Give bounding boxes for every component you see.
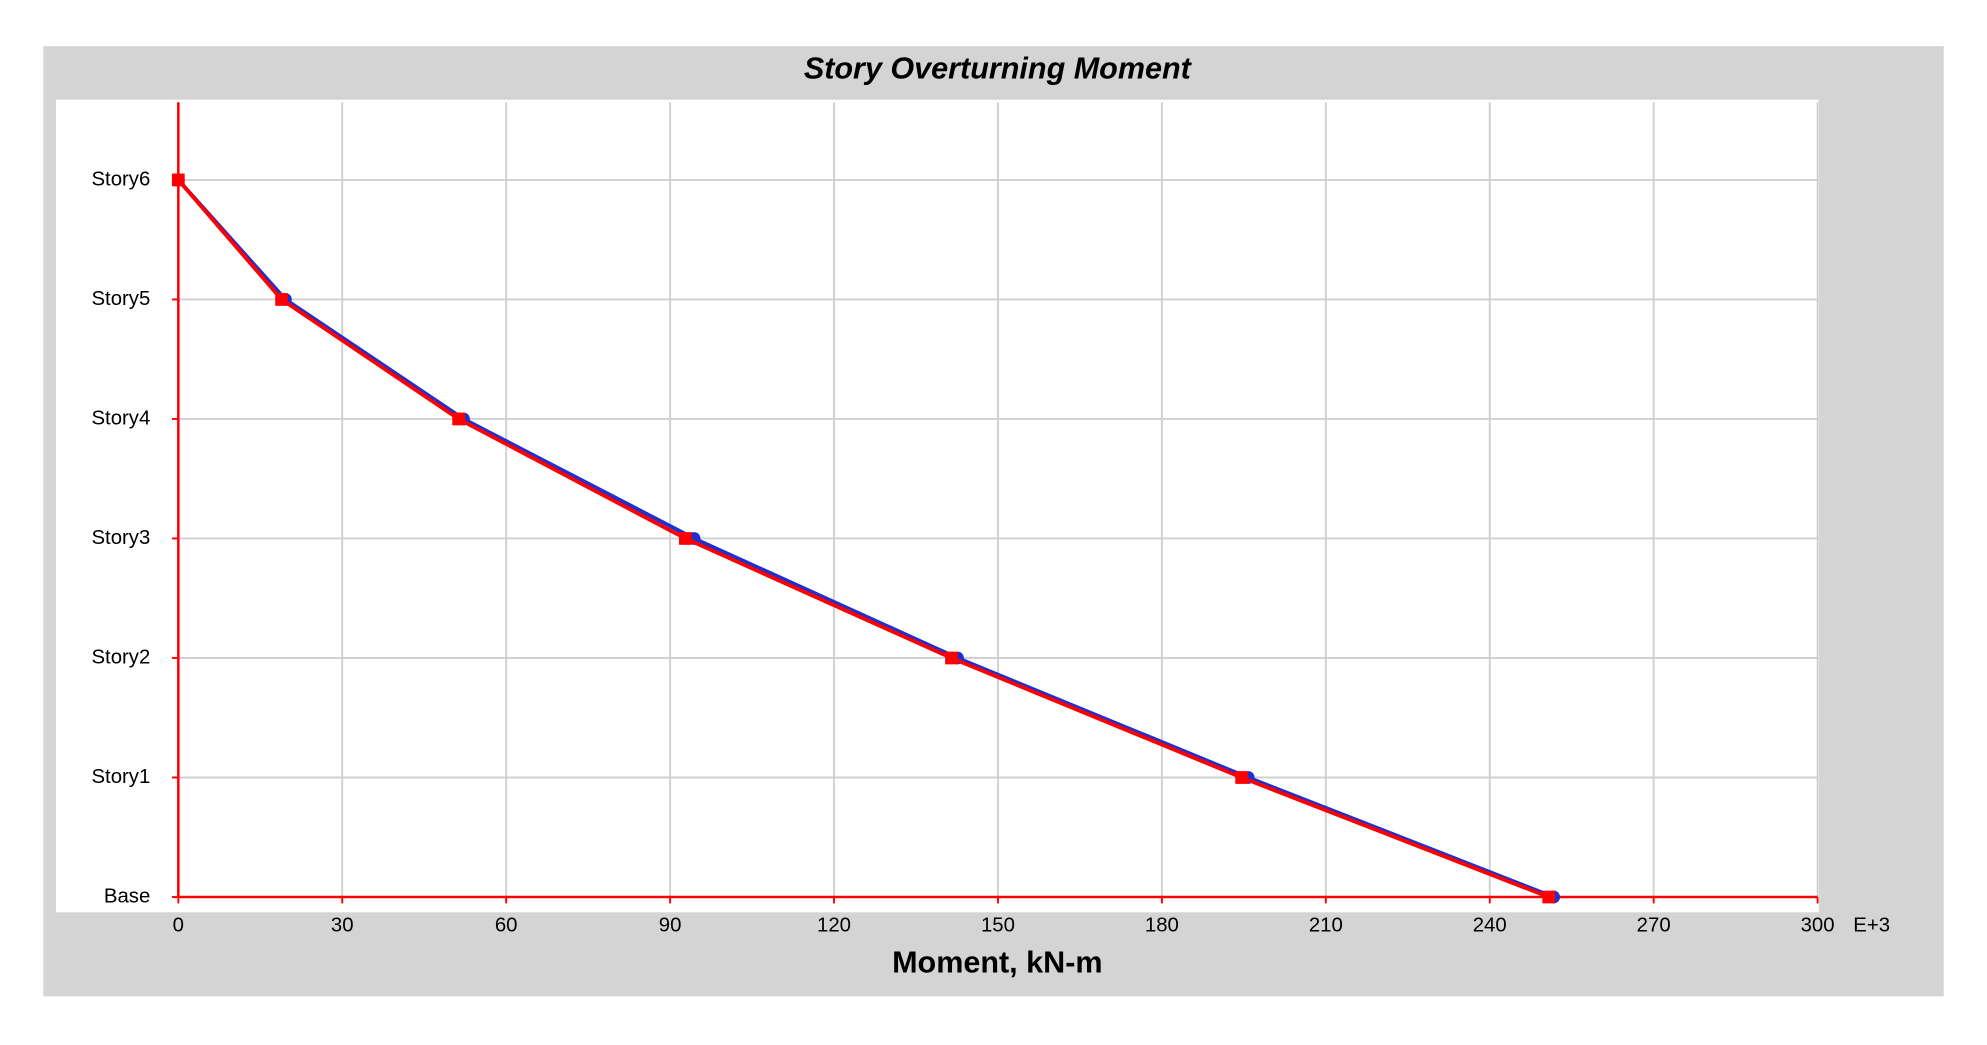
chart-title: Story Overturning Moment: [804, 51, 1193, 85]
point: [452, 412, 466, 426]
y-tick-label: Story1: [91, 766, 150, 788]
marks: [171, 173, 1561, 904]
x-tick-label: 180: [1145, 915, 1179, 937]
x-axis-label: Moment, kN-m: [892, 946, 1102, 980]
y-tick-label: Story6: [91, 168, 150, 190]
point: [171, 173, 185, 187]
x-tick-label: 150: [981, 915, 1015, 937]
x-tick-label: 60: [495, 915, 518, 937]
point: [275, 293, 288, 306]
x-tick-label: 210: [1309, 915, 1343, 937]
y-tick-label: Base: [104, 885, 150, 907]
x-tick-label: 90: [659, 915, 682, 937]
y-tick-label: Story4: [91, 407, 150, 429]
point: [945, 651, 958, 665]
point: [1235, 771, 1249, 784]
y-tick-label: Story3: [91, 527, 150, 549]
x-unit-label: E+3: [1853, 915, 1890, 937]
x-tick-label: 0: [173, 915, 184, 937]
x-tick-label: 120: [817, 915, 851, 937]
y-tick-label: Story2: [91, 646, 150, 668]
point: [1542, 890, 1556, 904]
grid: 0 30 60 90 120 150 180 210 240 270 300 Base Story1 St…: [91, 102, 1835, 937]
x-tick-label: 300: [1801, 915, 1835, 937]
x-tick-label: 240: [1473, 915, 1507, 937]
plot-area: [56, 99, 1819, 913]
x-tick-label: 30: [331, 915, 354, 937]
y-tick-label: Story5: [91, 288, 150, 310]
x-tick-label: 270: [1637, 915, 1671, 937]
point: [679, 532, 692, 545]
